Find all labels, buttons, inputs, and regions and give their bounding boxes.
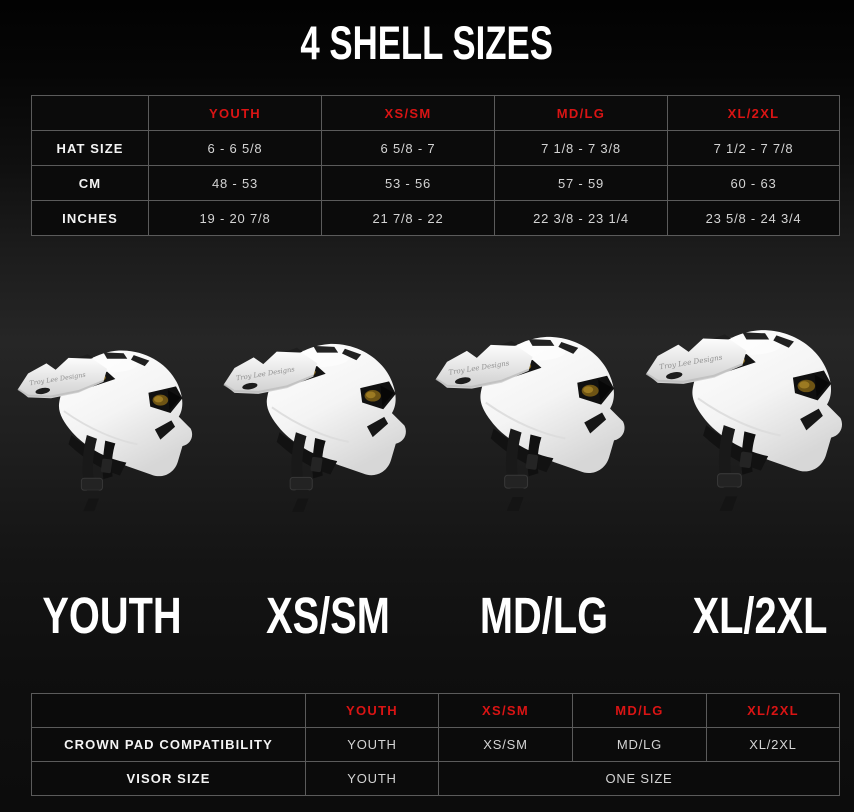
shell-label-youth: YOUTH	[42, 587, 182, 644]
cm-md-lg: 57 - 59	[494, 165, 668, 201]
table-row-crown-pad: CROWN PAD COMPATIBILITY YOUTH XS/SM MD/L…	[31, 727, 840, 762]
inches-youth: 19 - 20 7/8	[148, 200, 322, 236]
table-row-hat-size: HAT SIZE 6 - 6 5/8 6 5/8 - 7 7 1/8 - 7 3…	[31, 130, 840, 166]
row-label-cm: CM	[31, 165, 149, 201]
col-header-xl-2xl: XL/2XL	[706, 693, 840, 728]
crown-pad-youth: YOUTH	[305, 727, 439, 762]
visor-size-one-size: ONE SIZE	[438, 761, 840, 796]
helmet-image-md-lg	[435, 335, 626, 513]
inches-xl-2xl: 23 5/8 - 24 3/4	[667, 200, 840, 236]
hat-size-md-lg: 7 1/8 - 7 3/8	[494, 130, 668, 166]
crown-pad-xl-2xl: XL/2XL	[706, 727, 840, 762]
table-header-row: YOUTH XS/SM MD/LG XL/2XL	[31, 95, 840, 131]
inches-md-lg: 22 3/8 - 23 1/4	[494, 200, 668, 236]
table-row-cm: CM 48 - 53 53 - 56 57 - 59 60 - 63	[31, 165, 840, 201]
hat-size-youth: 6 - 6 5/8	[148, 130, 322, 166]
shell-label-xs-sm: XS/SM	[266, 587, 390, 644]
table-row-visor-size: VISOR SIZE YOUTH ONE SIZE	[31, 761, 840, 796]
page-title: 4 SHELL SIZES	[300, 16, 554, 69]
cm-xs-sm: 53 - 56	[321, 165, 495, 201]
helmet-image-xl-2xl	[645, 329, 844, 512]
col-header-md-lg: MD/LG	[572, 693, 707, 728]
table-header-row: YOUTH XS/SM MD/LG XL/2XL	[31, 693, 840, 728]
helmet-image-xs-sm	[222, 342, 407, 513]
col-header-md-lg: MD/LG	[494, 95, 668, 131]
cm-youth: 48 - 53	[148, 165, 322, 201]
table-row-inches: INCHES 19 - 20 7/8 21 7/8 - 22 22 3/8 - …	[31, 200, 840, 236]
helmet-image-youth	[17, 349, 194, 513]
inches-xs-sm: 21 7/8 - 22	[321, 200, 495, 236]
hat-size-table: YOUTH XS/SM MD/LG XL/2XL HAT SIZE 6 - 6 …	[31, 95, 840, 236]
corner-cell	[31, 95, 149, 131]
col-header-xs-sm: XS/SM	[321, 95, 495, 131]
crown-pad-xs-sm: XS/SM	[438, 727, 573, 762]
col-header-youth: YOUTH	[305, 693, 439, 728]
col-header-youth: YOUTH	[148, 95, 322, 131]
row-label-inches: INCHES	[31, 200, 149, 236]
corner-cell	[31, 693, 306, 728]
shell-label-md-lg: MD/LG	[479, 587, 609, 644]
row-label-visor-size: VISOR SIZE	[31, 761, 306, 796]
cm-xl-2xl: 60 - 63	[667, 165, 840, 201]
visor-size-youth: YOUTH	[305, 761, 439, 796]
col-header-xl-2xl: XL/2XL	[667, 95, 840, 131]
col-header-xs-sm: XS/SM	[438, 693, 573, 728]
row-label-hat-size: HAT SIZE	[31, 130, 149, 166]
row-label-crown-pad: CROWN PAD COMPATIBILITY	[31, 727, 306, 762]
shell-label-xl-2xl: XL/2XL	[692, 587, 828, 644]
crown-pad-md-lg: MD/LG	[572, 727, 707, 762]
compatibility-table: YOUTH XS/SM MD/LG XL/2XL CROWN PAD COMPA…	[31, 693, 840, 796]
hat-size-xs-sm: 6 5/8 - 7	[321, 130, 495, 166]
hat-size-xl-2xl: 7 1/2 - 7 7/8	[667, 130, 840, 166]
